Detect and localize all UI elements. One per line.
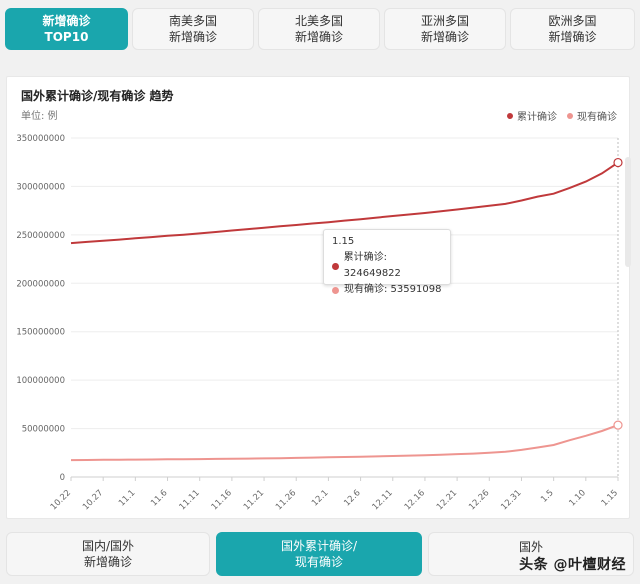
legend-item-current[interactable]: 现有确诊: [567, 108, 617, 123]
tab-south-america[interactable]: 南美多国 新增确诊: [132, 8, 254, 50]
x-tick-label: 12.1: [310, 488, 330, 508]
chart-legend: 累计确诊 现有确诊: [507, 108, 617, 123]
tooltip-value: 现有确诊: 53591098: [344, 284, 442, 295]
tab-label-line2: 新增确诊: [294, 30, 343, 44]
tooltip-dot-icon: [332, 262, 339, 270]
tab-domestic-foreign-new[interactable]: 国内/国外 新增确诊: [6, 532, 210, 576]
tooltip-dot-icon: [332, 286, 339, 294]
tab-label-line1: 南美多国: [168, 14, 217, 28]
chart-title: 国外累计确诊/现有确诊 趋势: [21, 89, 174, 103]
tab-label-line1: 国外: [518, 540, 543, 554]
tooltip-row-current: 现有确诊: 53591098: [332, 282, 442, 298]
y-tick-label: 200000000: [16, 279, 65, 289]
scrollbar[interactable]: [625, 157, 631, 267]
tab-asia[interactable]: 亚洲多国 新增确诊: [384, 8, 506, 50]
tooltip: 1.15 累计确诊: 324649822 现有确诊: 53591098: [323, 229, 451, 295]
tab-label-line1: 国外累计确诊/: [280, 539, 358, 553]
y-tick-label: 250000000: [16, 231, 65, 241]
x-tick-label: 11.16: [210, 488, 234, 512]
tab-new-confirmed-top10[interactable]: 新增确诊 TOP10: [5, 8, 128, 50]
legend-item-cumulative[interactable]: 累计确诊: [507, 108, 557, 123]
tab-label-line1: 北美多国: [294, 14, 343, 28]
tab-label-line2: TOP10: [44, 30, 89, 44]
unit-label: 单位: 例: [21, 111, 58, 122]
x-tick-label: 1.15: [600, 488, 620, 508]
tab-label-line2: 新增确诊: [548, 30, 597, 44]
tab-label-line2: 新增确诊: [168, 30, 217, 44]
x-tick-label: 11.1: [117, 488, 137, 508]
watermark: 头条 @叶檀财经: [519, 557, 626, 573]
x-tick-label: 11.6: [149, 488, 169, 508]
tooltip-date: 1.15: [332, 236, 355, 247]
series-line-cumulative: [70, 161, 619, 245]
tooltip-row-cumulative: 累计确诊: 324649822: [332, 250, 442, 282]
x-tick-label: 10.27: [81, 488, 105, 512]
line-chart[interactable]: 0 50000000 100000000 150000000 200000000 2500…: [7, 77, 629, 518]
tab-label-line1: 新增确诊: [42, 14, 91, 28]
legend-label: 现有确诊: [577, 112, 617, 123]
y-tick-label: 350000000: [16, 134, 65, 144]
bottom-tab-bar: 国内/国外 新增确诊 国外累计确诊/ 现有确诊 国外 头条 @叶檀财经: [0, 528, 640, 584]
legend-label: 累计确诊: [517, 112, 557, 123]
series-end-point: [613, 157, 623, 168]
y-tick-label: 0: [60, 473, 65, 483]
tab-label-line2: 新增确诊: [420, 30, 469, 44]
tab-europe[interactable]: 欧洲多国 新增确诊: [510, 8, 635, 50]
y-tick-label: 300000000: [16, 182, 65, 192]
x-tick-label: 12.31: [499, 488, 523, 512]
x-tick-label: 12.16: [403, 488, 427, 512]
x-tick-label: 12.21: [435, 488, 459, 512]
tab-label-line2: 新增确诊: [83, 555, 132, 569]
legend-dot-icon: [507, 112, 513, 119]
y-tick-label: 100000000: [16, 376, 65, 386]
x-tick-label: 11.21: [242, 488, 266, 512]
tab-north-america[interactable]: 北美多国 新增确诊: [258, 8, 380, 50]
x-tick-label: 1.10: [567, 488, 587, 508]
tab-label-line1: 欧洲多国: [548, 14, 597, 28]
y-tick-label: 50000000: [22, 425, 65, 435]
x-tick-label: 12.6: [342, 488, 362, 508]
x-tick-label: 12.11: [371, 488, 395, 512]
tooltip-value: 累计确诊: 324649822: [343, 252, 401, 279]
x-tick-label: 10.22: [49, 488, 73, 512]
tab-label-line1: 亚洲多国: [420, 14, 469, 28]
series-line-current: [70, 424, 619, 462]
x-tick-label: 11.26: [274, 488, 298, 512]
x-tick-label: 11.11: [178, 488, 202, 512]
legend-dot-icon: [567, 112, 573, 119]
region-tab-bar: 新增确诊 TOP10 南美多国 新增确诊 北美多国 新增确诊 亚洲多国 新增确诊…: [0, 0, 640, 60]
x-tick-label: 1.5: [539, 488, 556, 505]
tab-label-line2: 现有确诊: [294, 555, 343, 569]
tab-foreign-cumulative-current[interactable]: 国外累计确诊/ 现有确诊: [216, 532, 422, 576]
tab-label-line1: 国内/国外: [81, 539, 135, 553]
tab-foreign[interactable]: 国外: [428, 532, 634, 576]
series-end-point: [613, 420, 623, 430]
x-tick-label: 12.26: [467, 488, 491, 512]
y-tick-label: 150000000: [16, 328, 65, 338]
chart-panel: 国外累计确诊/现有确诊 趋势 单位: 例 累计确诊 现有确诊 0 50000000…: [6, 76, 631, 519]
